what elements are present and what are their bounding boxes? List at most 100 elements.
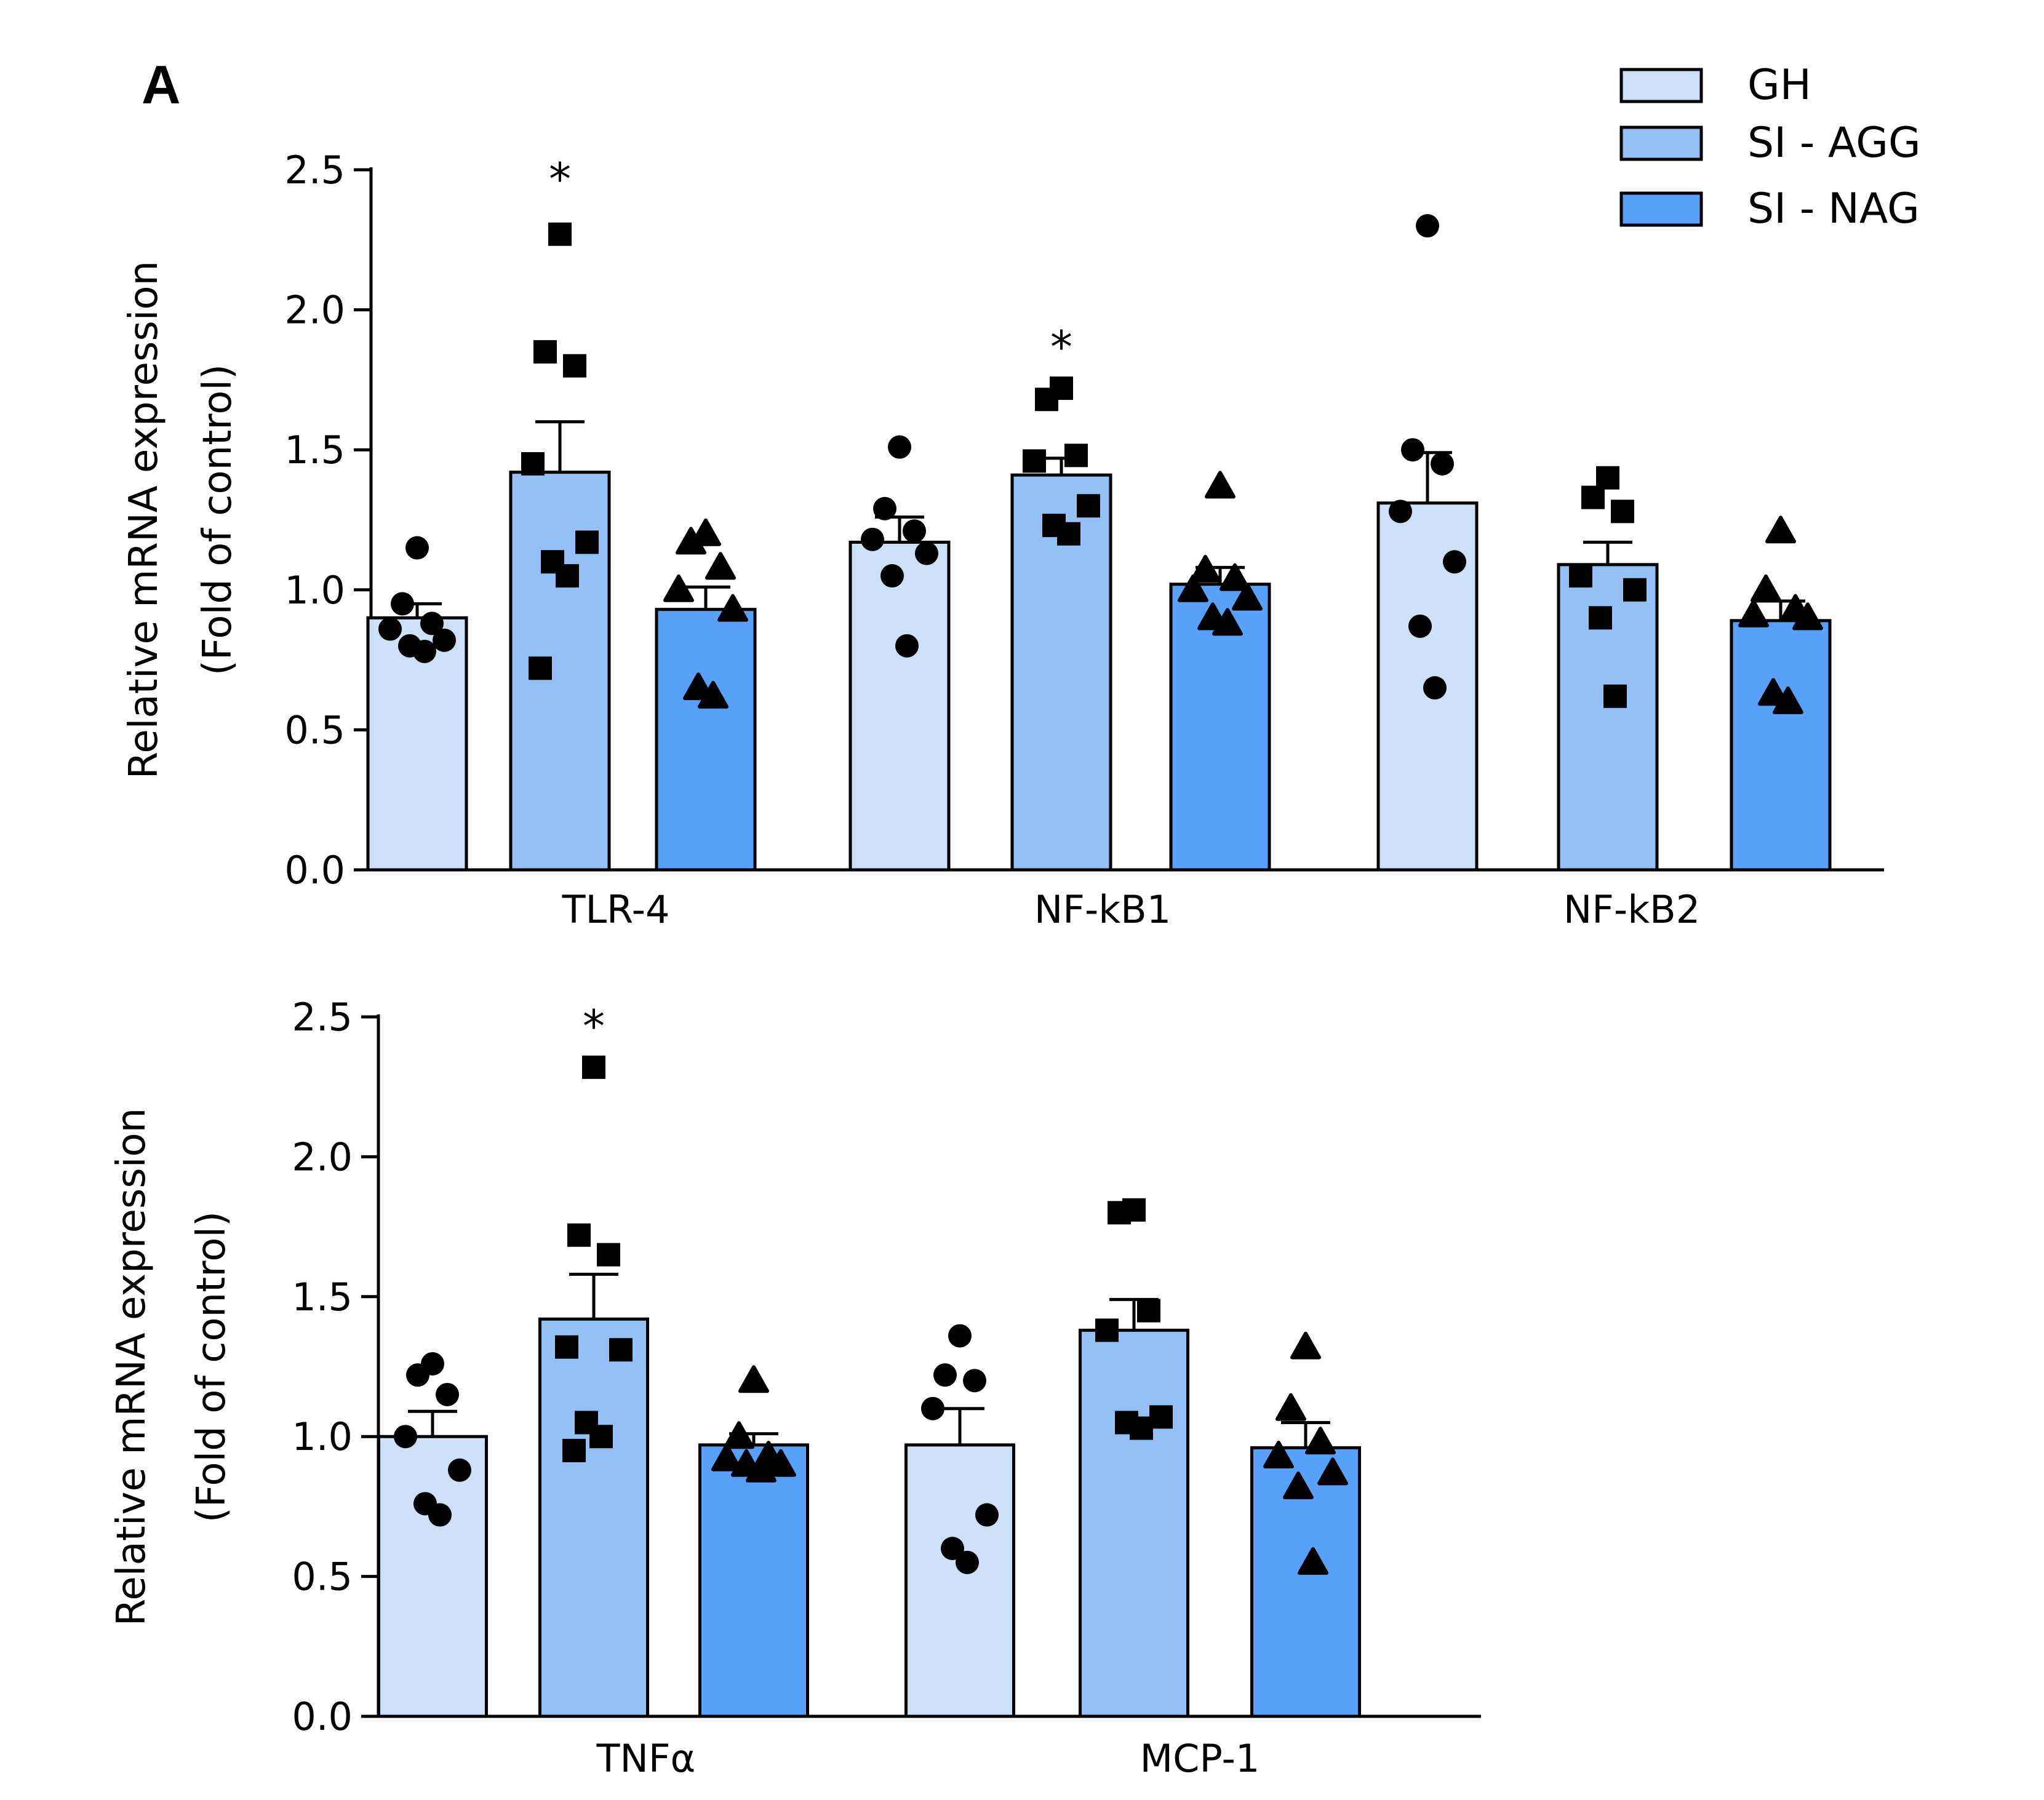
point-si-agg-nf-kb2: [1623, 578, 1647, 602]
point-gh-mcp-1: [956, 1550, 979, 1574]
point-gh-mcp-1: [941, 1537, 964, 1561]
significance-asterisk-tlr-4: *: [549, 153, 571, 205]
point-gh-tnf: [428, 1503, 452, 1527]
point-si-nag-mcp-1: [1317, 1457, 1348, 1486]
point-si-nag-mcp-1: [1276, 1393, 1306, 1421]
legend: GH SI - AGG SI - NAG: [1619, 61, 1921, 233]
point-si-agg-nf-kb2: [1596, 466, 1619, 490]
point-si-agg-tnf: [567, 1223, 591, 1247]
point-si-nag-tlr-4: [676, 527, 706, 555]
y-tick-label-1-0: 1.0: [284, 568, 345, 613]
bar-si-agg-tnf: [538, 1317, 649, 1718]
y-tick-label-1-5: 1.5: [284, 428, 345, 472]
point-gh-nf-kb1: [915, 541, 938, 565]
legend-swatch-si-agg: [1619, 125, 1703, 161]
point-gh-nf-kb1: [861, 527, 884, 551]
y-tick-label-2-5: 2.5: [284, 148, 345, 193]
point-si-nag-mcp-1: [1298, 1547, 1328, 1575]
y-tick-label-2-5: 2.5: [292, 995, 353, 1040]
point-si-nag-mcp-1: [1305, 1427, 1336, 1455]
y-axis-title: Relative mRNA expression: [109, 1108, 154, 1626]
point-gh-mcp-1: [963, 1369, 986, 1393]
point-gh-tlr-4: [433, 628, 456, 652]
point-si-agg-tnf: [597, 1243, 620, 1267]
point-si-agg-tlr-4: [556, 564, 579, 588]
point-si-agg-tlr-4: [521, 452, 545, 476]
point-si-nag-nf-kb2: [1758, 678, 1789, 706]
point-gh-nf-kb1: [888, 435, 911, 459]
point-si-nag-tnf: [724, 1421, 754, 1449]
point-gh-nf-kb1: [895, 634, 919, 658]
legend-label-si-nag: SI - NAG: [1747, 185, 1920, 233]
point-si-agg-tlr-4: [563, 354, 586, 378]
point-si-nag-nf-kb1: [1178, 574, 1208, 602]
point-si-nag-tlr-4: [705, 552, 736, 580]
point-si-agg-nf-kb1: [1077, 494, 1100, 518]
point-gh-tlr-4: [420, 611, 444, 635]
bar-si-nag-nf-kb2: [1730, 619, 1832, 872]
point-si-agg-nf-kb2: [1611, 500, 1634, 524]
y-tick-label-0-5: 0.5: [284, 707, 345, 752]
point-gh-mcp-1: [921, 1396, 944, 1420]
point-gh-nf-kb1: [873, 496, 896, 520]
point-si-agg-nf-kb2: [1569, 564, 1592, 588]
point-si-agg-nf-kb2: [1589, 606, 1612, 630]
point-gh-nf-kb2: [1389, 500, 1412, 524]
significance-asterisk-tnf: *: [583, 1000, 605, 1052]
point-si-agg-nf-kb2: [1603, 684, 1627, 708]
point-si-agg-nf-kb1: [1023, 449, 1046, 473]
point-si-nag-nf-kb1: [1220, 563, 1250, 591]
point-si-nag-tnf: [738, 1365, 769, 1393]
point-si-agg-mcp-1: [1130, 1416, 1153, 1440]
point-si-nag-nf-kb1: [1190, 554, 1221, 583]
y-tick-label-0-0: 0.0: [284, 848, 345, 893]
legend-label-si-agg: SI - AGG: [1747, 119, 1921, 167]
point-si-agg-nf-kb2: [1581, 485, 1605, 509]
y-tick-label-1-0: 1.0: [292, 1414, 353, 1459]
y-tick-label-2-0: 2.0: [292, 1134, 353, 1179]
point-gh-tlr-4: [405, 536, 429, 560]
point-gh-nf-kb2: [1408, 614, 1432, 638]
bar-si-nag-mcp-1: [1250, 1446, 1361, 1718]
point-si-agg-tlr-4: [529, 656, 552, 680]
point-si-agg-tlr-4: [575, 530, 599, 554]
y-tick-label-0-0: 0.0: [292, 1694, 353, 1739]
chart-top-panel: 0.0 0.5 1.0 1.5 2.0 2.5 Relative mRNA expressi…: [121, 148, 1884, 932]
y-axis-title: Relative mRNA expression: [121, 261, 167, 779]
point-gh-tnf: [406, 1363, 429, 1387]
point-si-nag-tnf: [711, 1443, 742, 1471]
point-si-nag-nf-kb1: [1212, 608, 1243, 636]
category-label-tlr-4: TLR-4: [562, 887, 670, 932]
point-gh-mcp-1: [933, 1363, 957, 1387]
point-si-nag-nf-kb1: [1232, 583, 1263, 611]
chart-bottom-panel: 0.0 0.5 1.0 1.5 2.0 2.5 Relative mRNA expressi…: [109, 995, 1481, 1781]
y-axis-subtitle: (Fold of control): [195, 364, 241, 675]
bar-gh-tnf: [377, 1435, 488, 1718]
bar-gh-mcp-1: [904, 1443, 1015, 1718]
point-si-agg-tlr-4: [548, 222, 572, 246]
bar-si-nag-tnf: [698, 1443, 809, 1718]
y-axis-subtitle: (Fold of control): [189, 1211, 234, 1523]
category-label-nf-kb1: NF-kB1: [1034, 887, 1171, 932]
point-si-agg-mcp-1: [1149, 1405, 1173, 1429]
point-si-nag-tlr-4: [663, 574, 694, 602]
point-si-agg-tnf: [562, 1438, 586, 1462]
point-si-nag-nf-kb2: [1773, 686, 1803, 714]
point-si-nag-tlr-4: [683, 672, 714, 701]
point-si-nag-tlr-4: [698, 680, 729, 709]
y-tick-label-0-5: 0.5: [292, 1555, 353, 1599]
point-si-nag-mcp-1: [1283, 1471, 1314, 1500]
point-gh-nf-kb2: [1443, 550, 1466, 574]
bar-si-nag-tlr-4: [655, 608, 757, 872]
panel-label: A: [142, 54, 181, 115]
point-si-nag-tnf: [765, 1449, 796, 1477]
point-si-nag-tnf: [746, 1454, 776, 1483]
point-si-agg-nf-kb1: [1035, 388, 1058, 412]
point-gh-mcp-1: [975, 1503, 999, 1527]
y-tick-label-1-5: 1.5: [292, 1275, 353, 1320]
point-si-nag-nf-kb2: [1792, 602, 1823, 631]
point-si-agg-mcp-1: [1095, 1318, 1119, 1342]
point-si-agg-tnf: [609, 1338, 633, 1362]
category-label-nf-kb2: NF-kB2: [1563, 887, 1700, 932]
point-gh-nf-kb1: [903, 519, 926, 543]
